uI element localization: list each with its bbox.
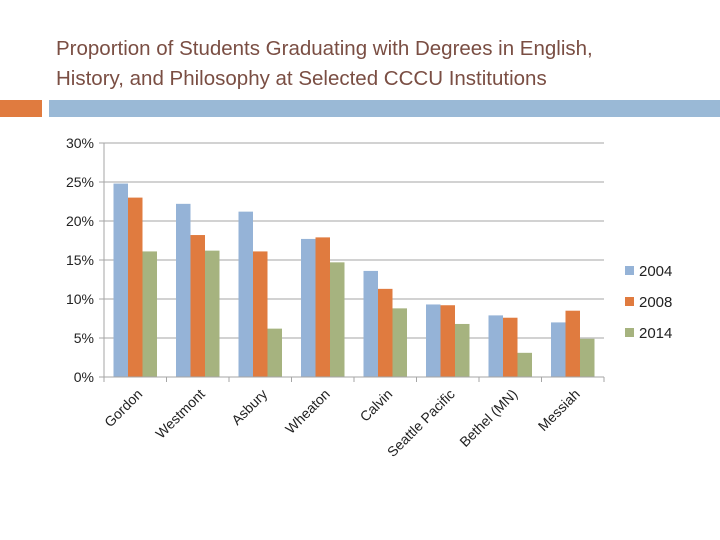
bar-2014 [580, 338, 595, 377]
x-tick-label: Calvin [357, 386, 396, 425]
x-tick-label: Bethel (MN) [456, 386, 520, 450]
bar-2014 [267, 328, 282, 377]
slide-title: Proportion of Students Graduating with D… [56, 34, 676, 94]
y-tick-label: 30% [66, 135, 94, 151]
bar-2014 [142, 251, 157, 377]
accent-bar-blue [49, 100, 720, 117]
bar-2008 [315, 237, 330, 377]
bar-2008 [378, 288, 393, 377]
bar-2004 [426, 304, 441, 377]
bar-2008 [253, 251, 268, 377]
bar-2004 [176, 203, 191, 377]
y-tick-label: 0% [74, 369, 94, 385]
bar-2014 [330, 262, 345, 377]
legend-swatch-2008 [625, 297, 634, 306]
legend-swatch-2014 [625, 328, 634, 337]
title-line-2: History, and Philosophy at Selected CCCU… [56, 67, 547, 90]
bar-2008 [565, 310, 580, 377]
y-tick-label: 25% [66, 174, 94, 190]
bar-2008 [503, 317, 518, 377]
y-tick-label: 20% [66, 213, 94, 229]
bar-2014 [517, 352, 532, 377]
legend-swatch-2004 [625, 266, 634, 275]
bar-2004 [488, 315, 503, 377]
accent-bar-orange [0, 100, 42, 117]
legend-label-2014: 2014 [639, 325, 672, 342]
bar-2004 [238, 211, 253, 377]
bar-2004 [363, 270, 378, 377]
bar-2008 [190, 235, 205, 377]
x-tick-label: Wheaton [282, 386, 333, 437]
y-tick-label: 15% [66, 252, 94, 268]
x-tick-label: Asbury [228, 386, 270, 428]
x-tick-label: Westmont [152, 386, 208, 442]
y-tick-label: 10% [66, 291, 94, 307]
bar-2008 [128, 197, 143, 377]
bar-2014 [205, 250, 220, 377]
legend-label-2008: 2008 [639, 294, 672, 311]
bar-2014 [455, 323, 470, 377]
title-line-1: Proportion of Students Graduating with D… [56, 37, 593, 60]
bar-2014 [392, 308, 407, 377]
x-tick-label: Gordon [101, 386, 145, 430]
bar-2008 [440, 305, 455, 377]
y-tick-label: 5% [74, 330, 94, 346]
bar-2004 [113, 183, 128, 377]
bar-chart: 0% 5% 10% 15% 20% 25% 30% Gordon Westmont Asbury W… [66, 135, 672, 460]
bar-2004 [301, 238, 316, 377]
legend-label-2004: 2004 [639, 263, 672, 280]
x-tick-label: Messiah [535, 386, 583, 434]
bar-2004 [551, 322, 566, 377]
